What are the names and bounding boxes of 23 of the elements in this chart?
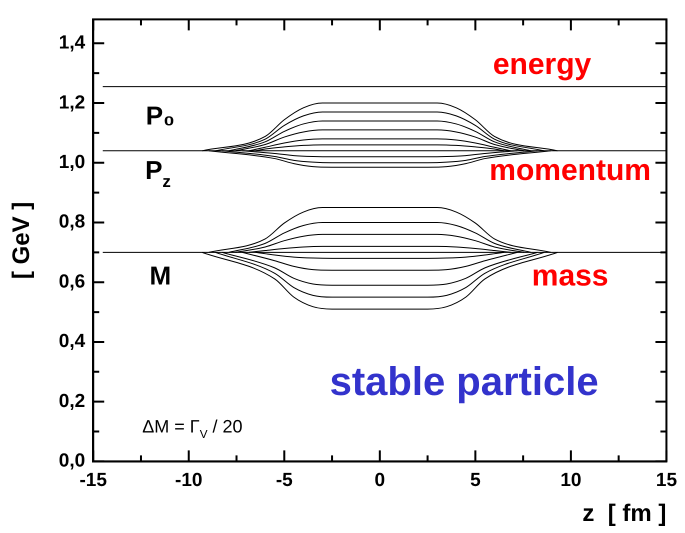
x-tick-label: -10 xyxy=(175,470,202,492)
annotation: energy xyxy=(492,48,592,82)
annotation: momentum xyxy=(489,154,651,188)
y-tick-label: 0,6 xyxy=(58,271,86,292)
x-axis-title: z [ fm ] xyxy=(582,500,666,528)
annotation: mass xyxy=(532,259,608,292)
annotation: P₀ xyxy=(146,100,175,130)
x-tick-label: 10 xyxy=(560,470,582,492)
y-tick-label: 0,8 xyxy=(58,212,86,233)
y-tick-label: 1,2 xyxy=(58,92,86,114)
y-axis-title: [ GeV ] xyxy=(8,202,36,280)
x-tick-label: 15 xyxy=(656,470,678,492)
y-tick-label: 1,0 xyxy=(58,152,86,173)
x-tick-label: -15 xyxy=(79,470,108,492)
y-tick-label: 0,2 xyxy=(58,390,86,412)
x-tick-label: 5 xyxy=(470,470,482,492)
x-tick-label: -5 xyxy=(276,470,294,492)
y-tick-label: 0,4 xyxy=(58,331,86,352)
x-tick-label: 0 xyxy=(374,470,386,492)
annotation: M xyxy=(149,260,172,290)
annotation: stable particle xyxy=(330,360,599,404)
y-tick-label: 0,0 xyxy=(58,450,86,472)
y-tick-label: 1,4 xyxy=(58,32,86,54)
